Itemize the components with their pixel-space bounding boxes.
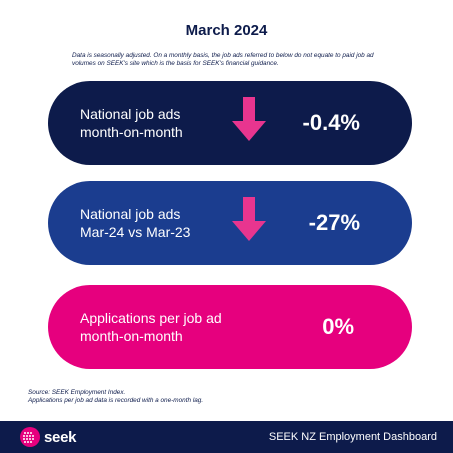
page-title: March 2024 [185,22,268,39]
card-label-line2: Mar-24 vs Mar-23 [80,224,191,240]
disclaimer-text: Data is seasonally adjusted. On a monthl… [72,52,374,67]
card-national-job-ads-yoy: National job ads Mar-24 vs Mar-23 -27% [48,181,412,265]
card-applications-per-job-ad: Applications per job ad month-on-month 0… [48,285,412,369]
source-line2: Applications per job ad data is recorded… [28,397,204,404]
card-label-line2: month-on-month [80,124,183,140]
card-label-line1: National job ads [80,106,181,122]
seek-logo: seek [20,427,76,447]
card-value: -0.4% [302,110,360,135]
card-label: National job ads month-on-month [80,81,183,165]
card-national-job-ads-mom: National job ads month-on-month -0.4% [48,81,412,165]
arrow-down-icon [232,97,266,141]
footer-bar: seek SEEK NZ Employment Dashboard [0,421,453,453]
card-label: Applications per job ad month-on-month [80,285,222,369]
footer-title: SEEK NZ Employment Dashboard [268,431,437,443]
source-line1: Source: SEEK Employment Index. [28,389,126,396]
card-label: National job ads Mar-24 vs Mar-23 [80,181,190,265]
source-note: Source: SEEK Employment Index. Applicati… [28,389,348,405]
card-label-line1: National job ads [80,206,181,222]
card-label-line1: Applications per job ad [80,310,222,326]
seek-logo-icon [20,427,40,447]
seek-logo-text: seek [44,428,77,446]
card-value: -27% [308,210,360,235]
arrow-down-icon [232,197,266,241]
card-value: 0% [322,314,354,339]
card-label-line2: month-on-month [80,328,183,344]
